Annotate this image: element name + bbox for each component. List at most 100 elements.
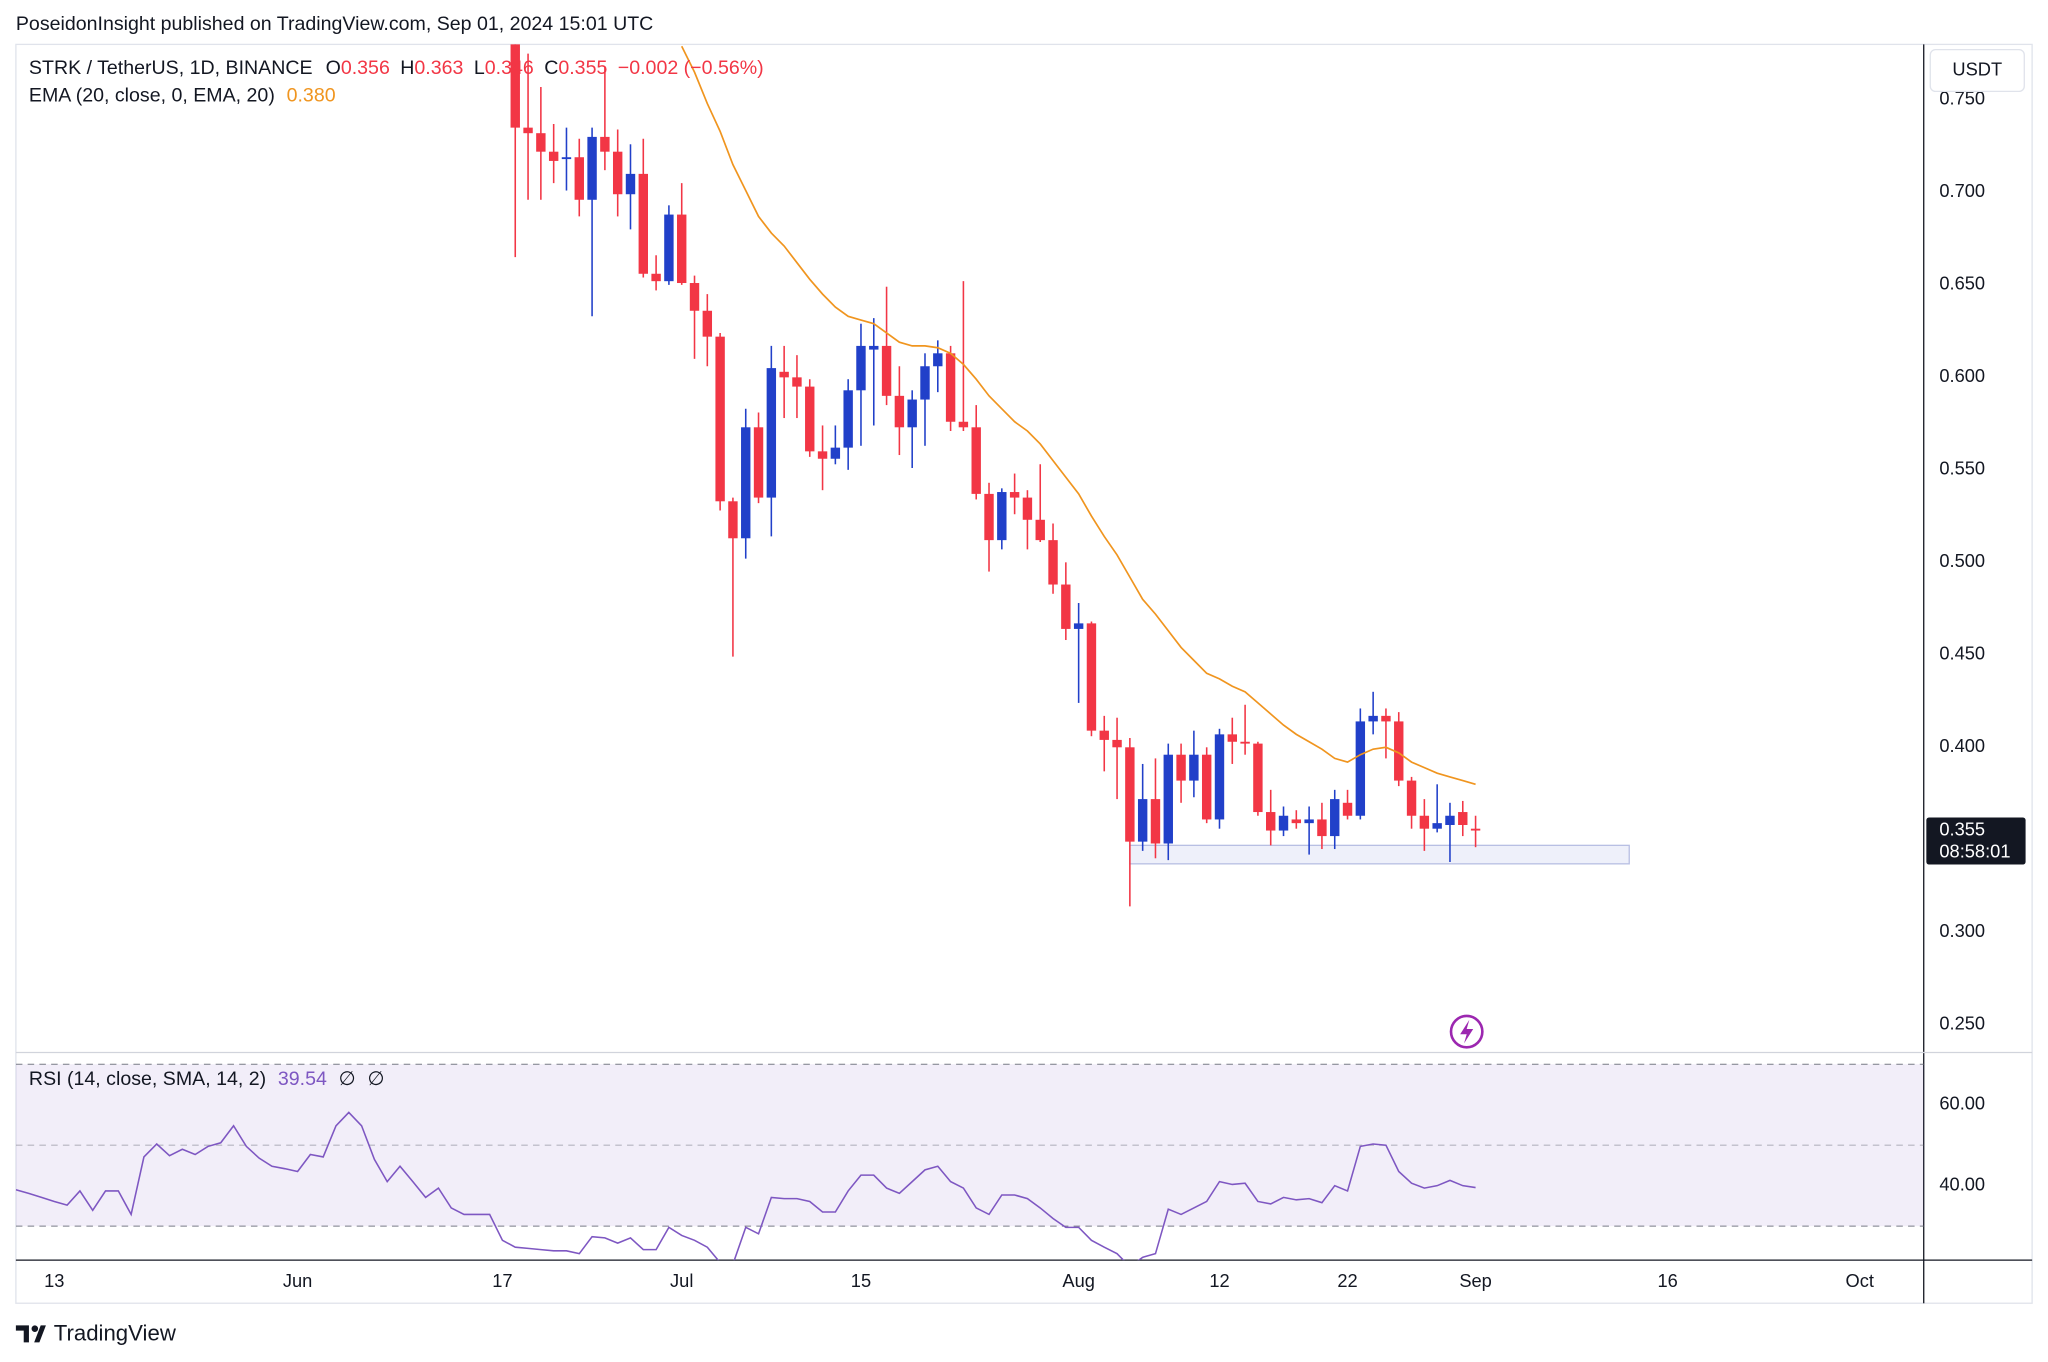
x-tick-label: Jun: [283, 1270, 312, 1291]
y-tick-label: 0.650: [1939, 273, 1985, 294]
y-tick-label: 0.550: [1939, 458, 1985, 479]
candle-body: [958, 421, 969, 428]
candle-body: [1470, 828, 1481, 831]
symbol-title: STRK / TetherUS, 1D, BINANCE: [29, 57, 313, 79]
candle-body: [548, 151, 559, 161]
rsi-tick-label: 60.00: [1939, 1093, 1985, 1114]
ohlc-prefix: O: [326, 57, 341, 79]
candle-body: [1201, 754, 1212, 820]
ohlc-value: 0.355: [558, 57, 607, 79]
candle-body: [664, 214, 674, 282]
candle-body: [1291, 819, 1302, 824]
candle-body: [1125, 747, 1135, 842]
change-value: −0.002 (−0.56%): [618, 57, 764, 79]
x-tick-label: Aug: [1062, 1270, 1095, 1291]
candle-body: [715, 336, 725, 502]
ohlc-value: 0.363: [414, 57, 463, 79]
candle-body: [1163, 754, 1173, 844]
candle-body: [1086, 623, 1097, 731]
last-price-label: 0.355: [1939, 818, 1985, 839]
y-tick-label: 0.750: [1939, 88, 1985, 109]
y-tick-label: 0.300: [1939, 920, 1985, 941]
candle-body: [625, 173, 636, 195]
rsi-value: 39.54: [278, 1068, 327, 1090]
rsi-extra: ∅: [339, 1068, 356, 1090]
x-tick-label: 16: [1657, 1270, 1677, 1291]
x-tick-label: 22: [1337, 1270, 1357, 1291]
candle-body: [945, 353, 956, 422]
candle-body: [1009, 492, 1020, 498]
x-tick-label: 13: [44, 1270, 64, 1291]
candle-body: [984, 493, 994, 541]
overlay-layer: 0.2500.3000.3500.4000.4500.5000.5500.600…: [29, 48, 2026, 1291]
candle-body: [1099, 730, 1109, 740]
candle-body: [600, 136, 610, 152]
support-zone: [1129, 844, 1630, 865]
candle-body: [536, 133, 546, 152]
price-pane: [510, 44, 1630, 907]
candle-body: [1253, 743, 1263, 813]
candle-body: [1214, 734, 1225, 820]
candle-body: [1419, 815, 1430, 829]
candle-body: [612, 151, 623, 195]
candle-body: [1317, 819, 1327, 837]
candle-body: [574, 157, 584, 200]
candle-body: [1278, 815, 1289, 831]
ohlc-legend: STRK / TetherUS, 1D, BINANCE O0.356 H0.363…: [29, 57, 764, 79]
rsi-name: RSI (14, close, SMA, 14, 2): [29, 1068, 266, 1090]
x-tick-label: Jul: [670, 1270, 693, 1291]
candle-body: [523, 127, 533, 134]
candle-body: [1227, 734, 1237, 742]
replay-icon[interactable]: [1449, 1014, 1484, 1049]
publish-header: PoseidonInsight published on TradingView…: [16, 13, 653, 35]
candle-body: [1150, 799, 1161, 844]
candle-body: [1137, 799, 1148, 842]
candle-body: [894, 395, 905, 428]
candle-body: [997, 492, 1007, 541]
candle-body: [1304, 819, 1314, 824]
candle-body: [817, 451, 828, 459]
ohlc-value: 0.346: [485, 57, 534, 79]
candle-body: [1406, 780, 1417, 816]
ohlc-prefix: H: [400, 57, 414, 79]
chart-frame: [15, 43, 2033, 1304]
candle-body: [1330, 799, 1340, 837]
candle-body: [779, 371, 789, 378]
candle-body: [766, 368, 777, 498]
candle-body: [1048, 540, 1058, 585]
candle-body: [1035, 519, 1045, 541]
ema-name: EMA (20, close, 0, EMA, 20): [29, 85, 275, 107]
x-tick-label: Oct: [1845, 1270, 1873, 1291]
y-tick-label: 0.600: [1939, 365, 1985, 386]
candle-body: [1022, 497, 1033, 520]
ohlc-value: 0.356: [341, 57, 390, 79]
candle-body: [587, 136, 597, 200]
candle-body: [933, 353, 943, 367]
icon-bolt: [1460, 1019, 1474, 1044]
logo-dot: [31, 1325, 39, 1332]
candle-body: [920, 366, 930, 400]
candle-body: [830, 447, 841, 459]
candle-body: [651, 273, 661, 282]
currency-box: [1929, 48, 2025, 93]
candle-body: [1073, 623, 1084, 629]
brand-name: TradingView: [54, 1320, 177, 1345]
last-price-box: [1926, 817, 2026, 865]
candle-body: [792, 377, 802, 387]
x-tick-label: 15: [851, 1270, 871, 1291]
y-tick-label: 0.400: [1939, 735, 1985, 756]
candle-body: [907, 399, 917, 428]
logo-mark: [15, 1325, 46, 1343]
brand-logo: TradingView: [15, 1320, 177, 1345]
candle-body: [677, 214, 687, 284]
candle-body: [1112, 739, 1122, 748]
x-tick-label: 17: [492, 1270, 512, 1291]
candle-body: [856, 345, 866, 391]
ohlc-prefix: C: [544, 57, 558, 79]
candle-body: [1445, 815, 1455, 825]
candle-body: [869, 345, 879, 350]
currency-label: USDT: [1952, 58, 2002, 79]
candle-body: [1355, 721, 1366, 816]
candle-body: [1342, 802, 1353, 816]
